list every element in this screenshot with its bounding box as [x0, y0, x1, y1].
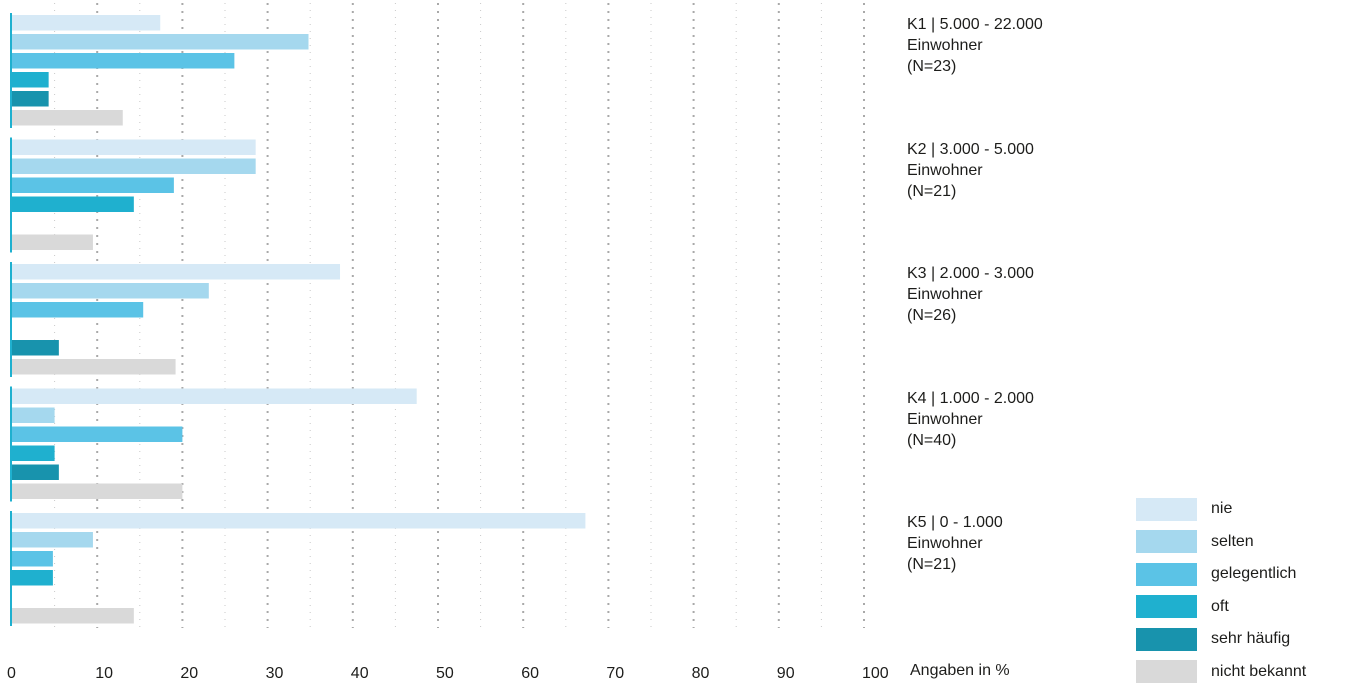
group-label-line: K1 | 5.000 - 22.000 [907, 14, 1043, 35]
bar [12, 570, 53, 586]
bar [12, 34, 308, 50]
group-label-line: (N=26) [907, 305, 1034, 326]
group-label-line: (N=21) [907, 181, 1034, 202]
group-label-line: Einwohner [907, 160, 1034, 181]
group-label-line: (N=23) [907, 56, 1043, 77]
x-tick-label: 30 [266, 665, 284, 682]
legend-swatch [1136, 595, 1197, 618]
legend-swatch [1136, 530, 1197, 553]
group-label-line: Einwohner [907, 35, 1043, 56]
x-tick-label: 10 [95, 665, 113, 682]
bar [12, 140, 256, 156]
bar [12, 302, 143, 318]
legend-item: gelegentlich [1136, 558, 1306, 591]
bar [12, 72, 49, 88]
bar [12, 608, 134, 624]
bar [12, 340, 59, 356]
x-tick-labels: 0 10 20 30 40 50 60 70 80 90 100 [7, 665, 889, 682]
bar [12, 513, 585, 529]
legend-label: nie [1211, 500, 1232, 518]
x-tick-label: 20 [180, 665, 198, 682]
bar [12, 178, 174, 194]
bar [12, 110, 123, 126]
bar [12, 484, 182, 500]
legend-swatch [1136, 563, 1197, 586]
x-tick-label: 40 [351, 665, 369, 682]
group-label-line: K2 | 3.000 - 5.000 [907, 139, 1034, 160]
x-tick-label: 90 [777, 665, 795, 682]
bar [12, 197, 134, 213]
legend-item: nie [1136, 493, 1306, 526]
legend-swatch [1136, 628, 1197, 651]
bar [12, 465, 59, 481]
bar [12, 15, 160, 31]
bar [12, 91, 49, 107]
bar [12, 446, 55, 462]
legend-label: oft [1211, 598, 1229, 616]
group-label-line: K5 | 0 - 1.000 [907, 512, 1003, 533]
bar [12, 283, 209, 299]
group-label-line: (N=40) [907, 430, 1034, 451]
x-axis-label: Angaben in % [910, 662, 1010, 680]
legend-swatch [1136, 498, 1197, 521]
legend-item: oft [1136, 591, 1306, 624]
legend-item: sehr häufig [1136, 623, 1306, 656]
group-label-line: Einwohner [907, 533, 1003, 554]
group-label-line: K3 | 2.000 - 3.000 [907, 263, 1034, 284]
legend: nie selten gelegentlich oft sehr häufig nicht… [1136, 493, 1306, 688]
group-label-line: Einwohner [907, 284, 1034, 305]
group-label-line: Einwohner [907, 409, 1034, 430]
bar [12, 389, 417, 405]
legend-label: sehr häufig [1211, 630, 1290, 648]
x-tick-label: 0 [7, 665, 16, 682]
group-label-line: K4 | 1.000 - 2.000 [907, 388, 1034, 409]
legend-label: gelegentlich [1211, 565, 1296, 583]
bar [12, 53, 234, 69]
bars [11, 13, 585, 626]
legend-item: selten [1136, 526, 1306, 559]
legend-item: nicht bekannt [1136, 656, 1306, 688]
bar [12, 427, 182, 443]
grid-lines [55, 3, 864, 628]
bar [12, 408, 55, 424]
bar [12, 159, 256, 175]
x-tick-label: 100 [862, 665, 889, 682]
bar [12, 359, 176, 375]
group-label-line: (N=21) [907, 554, 1003, 575]
bar [12, 551, 53, 567]
legend-label: nicht bekannt [1211, 663, 1306, 681]
bar [12, 532, 93, 548]
x-tick-label: 50 [436, 665, 454, 682]
legend-swatch [1136, 660, 1197, 683]
x-tick-label: 60 [521, 665, 539, 682]
legend-label: selten [1211, 533, 1254, 551]
bar [12, 264, 340, 280]
x-tick-label: 70 [606, 665, 624, 682]
x-tick-label: 80 [692, 665, 710, 682]
bar [12, 235, 93, 251]
